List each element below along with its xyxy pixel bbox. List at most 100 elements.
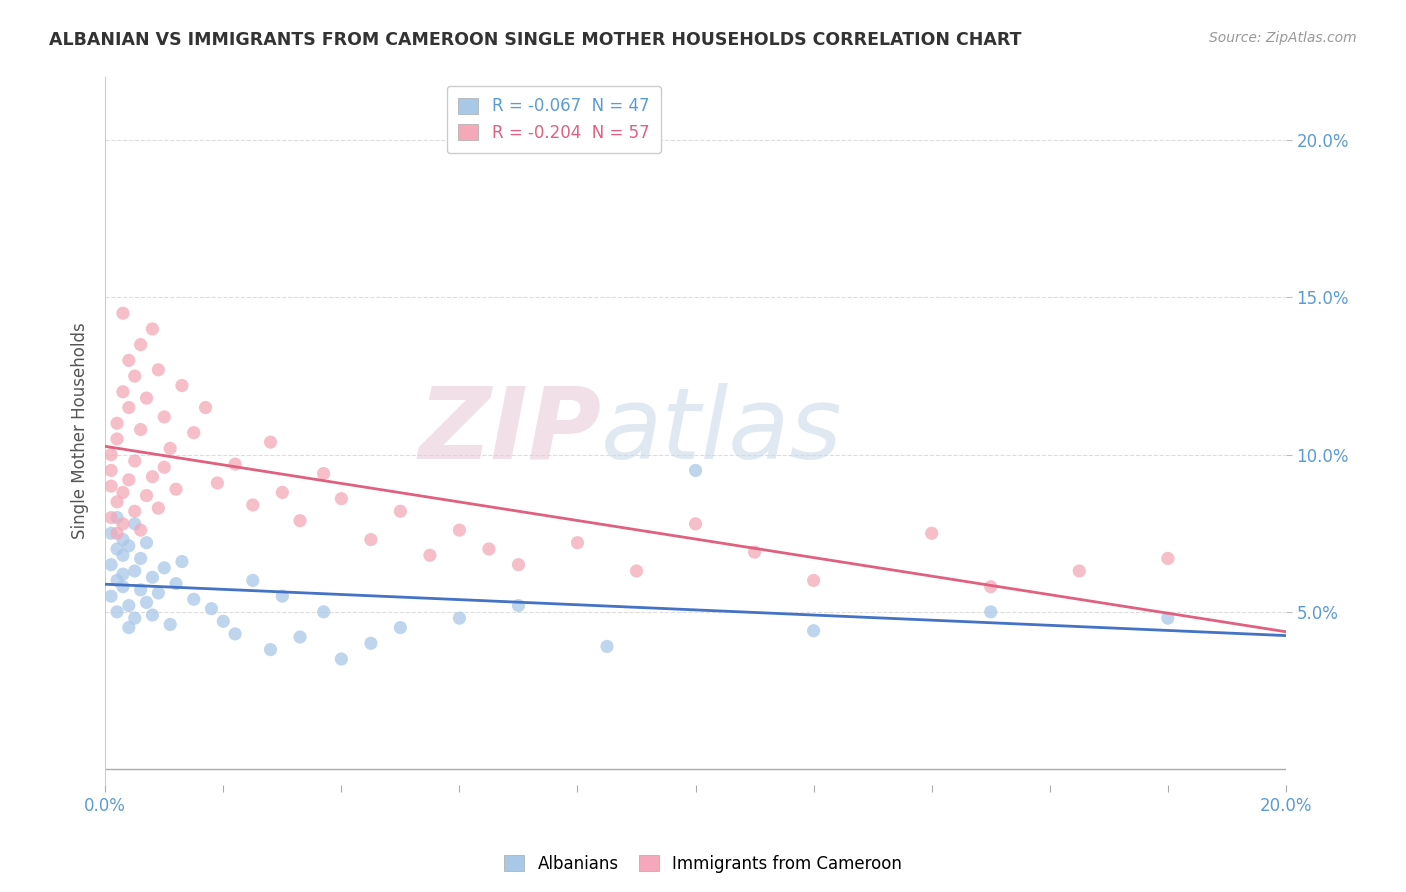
Point bbox=[105, 574, 128, 588]
Point bbox=[111, 516, 134, 531]
Point bbox=[124, 504, 146, 518]
Point bbox=[148, 586, 170, 600]
Point bbox=[100, 558, 122, 572]
Point bbox=[118, 599, 141, 613]
Point bbox=[626, 564, 648, 578]
Point bbox=[105, 495, 128, 509]
Point bbox=[129, 423, 152, 437]
Point bbox=[111, 549, 134, 563]
Legend: Albanians, Immigrants from Cameroon: Albanians, Immigrants from Cameroon bbox=[498, 848, 908, 880]
Point bbox=[389, 504, 412, 518]
Point bbox=[803, 624, 825, 638]
Point bbox=[105, 605, 128, 619]
Text: Source: ZipAtlas.com: Source: ZipAtlas.com bbox=[1209, 31, 1357, 45]
Point bbox=[141, 607, 163, 622]
Point bbox=[224, 627, 246, 641]
Point bbox=[148, 363, 170, 377]
Point bbox=[165, 576, 187, 591]
Point bbox=[135, 489, 157, 503]
Point bbox=[360, 636, 382, 650]
Point bbox=[685, 516, 707, 531]
Point bbox=[141, 469, 163, 483]
Point bbox=[389, 621, 412, 635]
Point bbox=[159, 617, 181, 632]
Y-axis label: Single Mother Households: Single Mother Households bbox=[72, 323, 89, 540]
Legend: R = -0.067  N = 47, R = -0.204  N = 57: R = -0.067 N = 47, R = -0.204 N = 57 bbox=[447, 86, 661, 153]
Point bbox=[170, 378, 193, 392]
Point bbox=[165, 482, 187, 496]
Point bbox=[100, 448, 122, 462]
Point bbox=[159, 442, 181, 456]
Point bbox=[207, 475, 229, 490]
Point bbox=[288, 630, 311, 644]
Point bbox=[105, 432, 128, 446]
Point bbox=[118, 473, 141, 487]
Point bbox=[330, 491, 353, 506]
Point bbox=[478, 541, 501, 556]
Point bbox=[129, 337, 152, 351]
Text: ALBANIAN VS IMMIGRANTS FROM CAMEROON SINGLE MOTHER HOUSEHOLDS CORRELATION CHART: ALBANIAN VS IMMIGRANTS FROM CAMEROON SIN… bbox=[49, 31, 1022, 49]
Point bbox=[124, 564, 146, 578]
Point bbox=[100, 479, 122, 493]
Point bbox=[330, 652, 353, 666]
Point bbox=[1157, 551, 1180, 566]
Point bbox=[148, 501, 170, 516]
Point bbox=[980, 605, 1002, 619]
Point bbox=[312, 467, 335, 481]
Point bbox=[105, 416, 128, 430]
Point bbox=[124, 454, 146, 468]
Point bbox=[111, 580, 134, 594]
Point bbox=[153, 561, 176, 575]
Point bbox=[212, 615, 235, 629]
Point bbox=[183, 425, 205, 440]
Point bbox=[100, 463, 122, 477]
Text: atlas: atlas bbox=[602, 383, 842, 480]
Point bbox=[803, 574, 825, 588]
Point bbox=[242, 574, 264, 588]
Point bbox=[100, 510, 122, 524]
Point bbox=[508, 599, 530, 613]
Point bbox=[360, 533, 382, 547]
Point bbox=[111, 485, 134, 500]
Point bbox=[1157, 611, 1180, 625]
Point bbox=[449, 611, 471, 625]
Point bbox=[111, 533, 134, 547]
Point bbox=[419, 549, 441, 563]
Point bbox=[135, 391, 157, 405]
Point bbox=[135, 595, 157, 609]
Point bbox=[153, 460, 176, 475]
Point bbox=[200, 601, 222, 615]
Point bbox=[100, 589, 122, 603]
Point bbox=[980, 580, 1002, 594]
Point bbox=[105, 510, 128, 524]
Point bbox=[105, 526, 128, 541]
Point bbox=[1069, 564, 1091, 578]
Point bbox=[118, 401, 141, 415]
Point bbox=[118, 621, 141, 635]
Point bbox=[567, 535, 589, 549]
Point bbox=[312, 605, 335, 619]
Point bbox=[129, 582, 152, 597]
Point bbox=[685, 463, 707, 477]
Point bbox=[124, 516, 146, 531]
Point bbox=[153, 409, 176, 424]
Point bbox=[744, 545, 766, 559]
Point bbox=[194, 401, 217, 415]
Point bbox=[449, 523, 471, 537]
Point bbox=[259, 642, 281, 657]
Point bbox=[271, 589, 294, 603]
Point bbox=[135, 535, 157, 549]
Point bbox=[271, 485, 294, 500]
Point bbox=[141, 570, 163, 584]
Point bbox=[224, 457, 246, 471]
Point bbox=[596, 640, 619, 654]
Point bbox=[183, 592, 205, 607]
Point bbox=[259, 435, 281, 450]
Point bbox=[242, 498, 264, 512]
Text: ZIP: ZIP bbox=[418, 383, 602, 480]
Point bbox=[124, 369, 146, 384]
Point bbox=[170, 555, 193, 569]
Point bbox=[100, 526, 122, 541]
Point bbox=[129, 551, 152, 566]
Point bbox=[129, 523, 152, 537]
